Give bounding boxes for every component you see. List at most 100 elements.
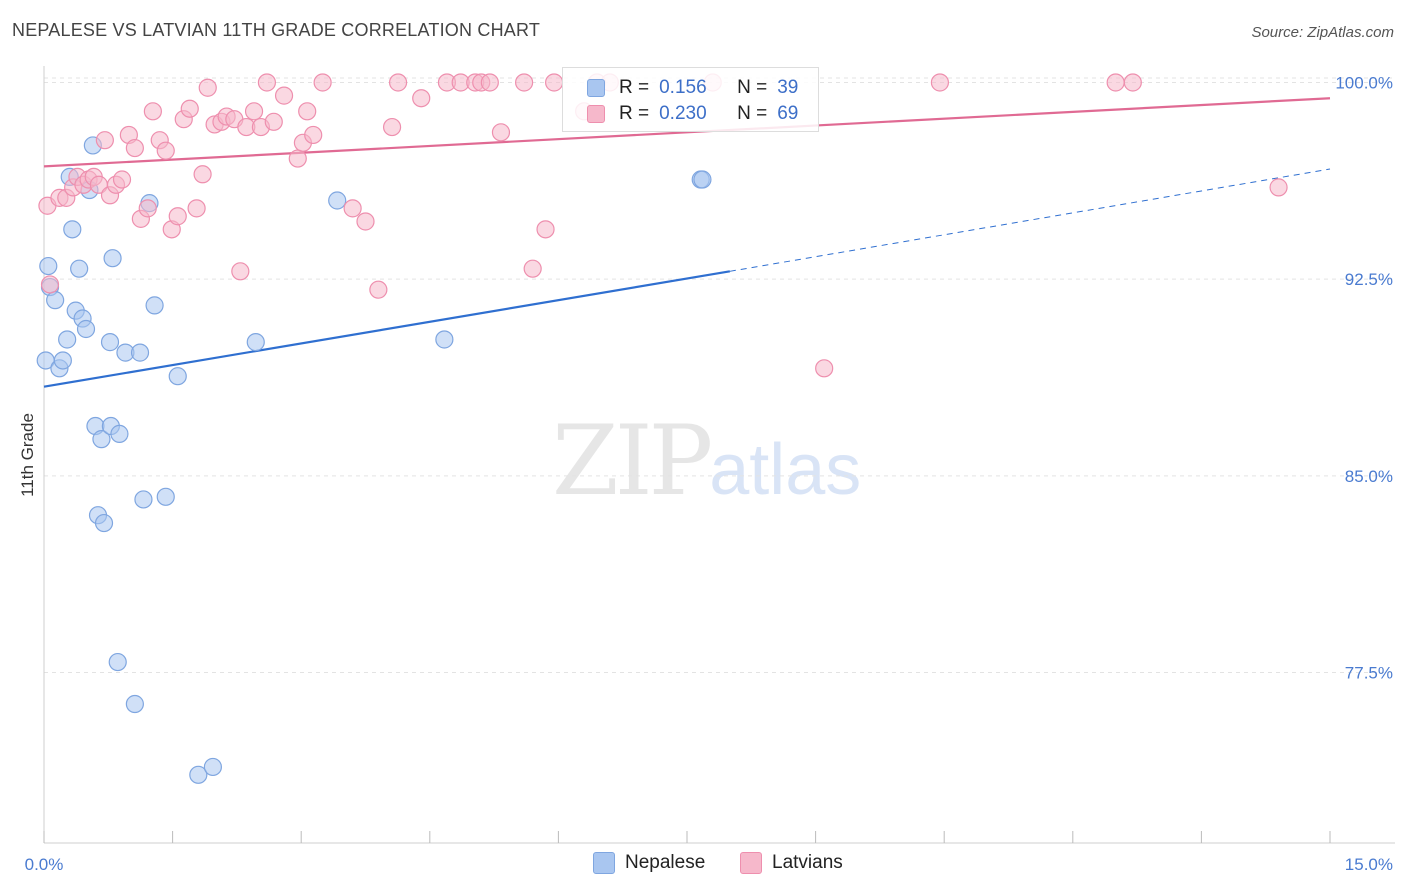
point-nepalese [203, 757, 222, 777]
point-latvians [412, 89, 431, 108]
point-nepalese [76, 319, 96, 339]
point-latvians [545, 73, 564, 92]
axes [43, 66, 1395, 844]
point-latvians [143, 102, 162, 121]
point-latvians [815, 359, 834, 378]
series-legend: Nepalese Latvians [0, 852, 1406, 878]
legend-label-nepalese: Nepalese [625, 852, 706, 873]
point-latvians [244, 102, 264, 121]
point-latvians [257, 73, 277, 92]
y-axis-label: 11th Grade [18, 413, 37, 497]
point-latvians [274, 86, 294, 105]
point-latvians [930, 73, 950, 92]
point-latvians [1106, 73, 1125, 92]
point-nepalese [70, 259, 89, 278]
legend-n-value: 39 [777, 77, 799, 98]
point-nepalese [110, 424, 129, 443]
gridlines [44, 77, 1395, 674]
point-latvians [138, 199, 157, 218]
point-latvians [40, 275, 60, 294]
stats-legend: R = 0.156 N = 39 R = 0.230 N = 69 [562, 67, 819, 132]
point-nepalese [53, 351, 72, 370]
point-nepalese [693, 170, 712, 189]
data-points [36, 73, 1288, 784]
point-latvians [536, 220, 555, 239]
point-nepalese [108, 652, 127, 672]
point-nepalese [58, 330, 77, 349]
point-latvians [515, 73, 534, 92]
trend-extension-nepalese [729, 168, 1331, 272]
point-latvians [304, 125, 323, 145]
y-tick-label: 85.0% [1345, 467, 1393, 486]
y-tick-label: 100.0% [1335, 73, 1393, 92]
point-nepalese [39, 256, 58, 276]
point-latvians [95, 131, 114, 150]
point-latvians [523, 259, 542, 278]
point-nepalese [92, 430, 111, 449]
point-latvians [343, 199, 362, 218]
point-latvians [491, 123, 511, 142]
watermark-zip: ZIP [552, 405, 713, 517]
point-latvians [187, 199, 206, 218]
legend-swatch-nepalese [593, 852, 615, 874]
point-latvians [382, 117, 402, 137]
watermark-atlas: atlas [709, 430, 862, 510]
legend-swatch-latvians [587, 105, 605, 123]
legend-item-latvians[interactable]: Latvians [740, 852, 843, 874]
point-nepalese [46, 291, 65, 310]
trend-lines [43, 97, 1331, 388]
legend-r-value: 0.156 [659, 77, 707, 98]
point-nepalese [94, 513, 114, 533]
point-latvians [313, 73, 332, 92]
watermark: ZIPatlas [552, 405, 861, 517]
trend-line-nepalese [43, 270, 731, 388]
legend-item-nepalese[interactable]: Nepalese [593, 852, 705, 874]
point-nepalese [328, 191, 347, 210]
chart-title: NEPALESE VS LATVIAN 11TH GRADE CORRELATI… [12, 20, 541, 40]
point-latvians [264, 112, 283, 131]
point-latvians [1123, 73, 1142, 92]
point-latvians [388, 73, 408, 92]
trend-line-latvians [43, 97, 1331, 168]
legend-n-label: N = [737, 103, 768, 124]
point-latvians [369, 280, 388, 299]
point-latvians [198, 78, 217, 97]
point-latvians [168, 207, 187, 226]
point-latvians [156, 141, 175, 160]
point-latvians [1269, 178, 1288, 197]
legend-row-latvians: R = 0.230 N = 69 [587, 102, 798, 126]
point-latvians [193, 165, 212, 184]
point-nepalese [100, 333, 120, 352]
x-tick-label-max: 15.0% [1345, 855, 1393, 874]
y-tick-label: 77.5% [1345, 664, 1393, 683]
axis-labels: 77.5% 85.0% 92.5% 100.0% 0.0% 15.0% 11th Grade [18, 73, 1393, 874]
point-latvians [356, 212, 375, 231]
legend-label-latvians: Latvians [772, 852, 843, 873]
x-tick-label-min: 0.0% [25, 855, 64, 874]
point-nepalese [63, 220, 82, 239]
point-nepalese [156, 487, 175, 506]
point-nepalese [189, 765, 208, 784]
point-nepalese [103, 249, 122, 268]
point-latvians [480, 73, 499, 92]
point-nepalese [246, 333, 265, 352]
legend-r-label: R = [619, 77, 650, 98]
point-nepalese [168, 367, 187, 386]
point-latvians [180, 99, 199, 118]
point-nepalese [134, 490, 153, 509]
point-nepalese [125, 694, 144, 714]
legend-r-value: 0.230 [659, 103, 707, 124]
legend-r-label: R = [619, 103, 650, 124]
legend-swatch-latvians [740, 852, 762, 874]
point-latvians [288, 149, 307, 168]
point-latvians [125, 138, 144, 158]
point-latvians [231, 262, 250, 281]
legend-n-value: 69 [777, 103, 799, 124]
source-label[interactable]: Source: ZipAtlas.com [1251, 24, 1394, 41]
y-tick-label: 92.5% [1345, 270, 1393, 289]
legend-n-label: N = [737, 77, 768, 98]
legend-swatch-nepalese [587, 79, 605, 97]
point-nepalese [145, 296, 164, 315]
point-latvians [298, 102, 317, 121]
